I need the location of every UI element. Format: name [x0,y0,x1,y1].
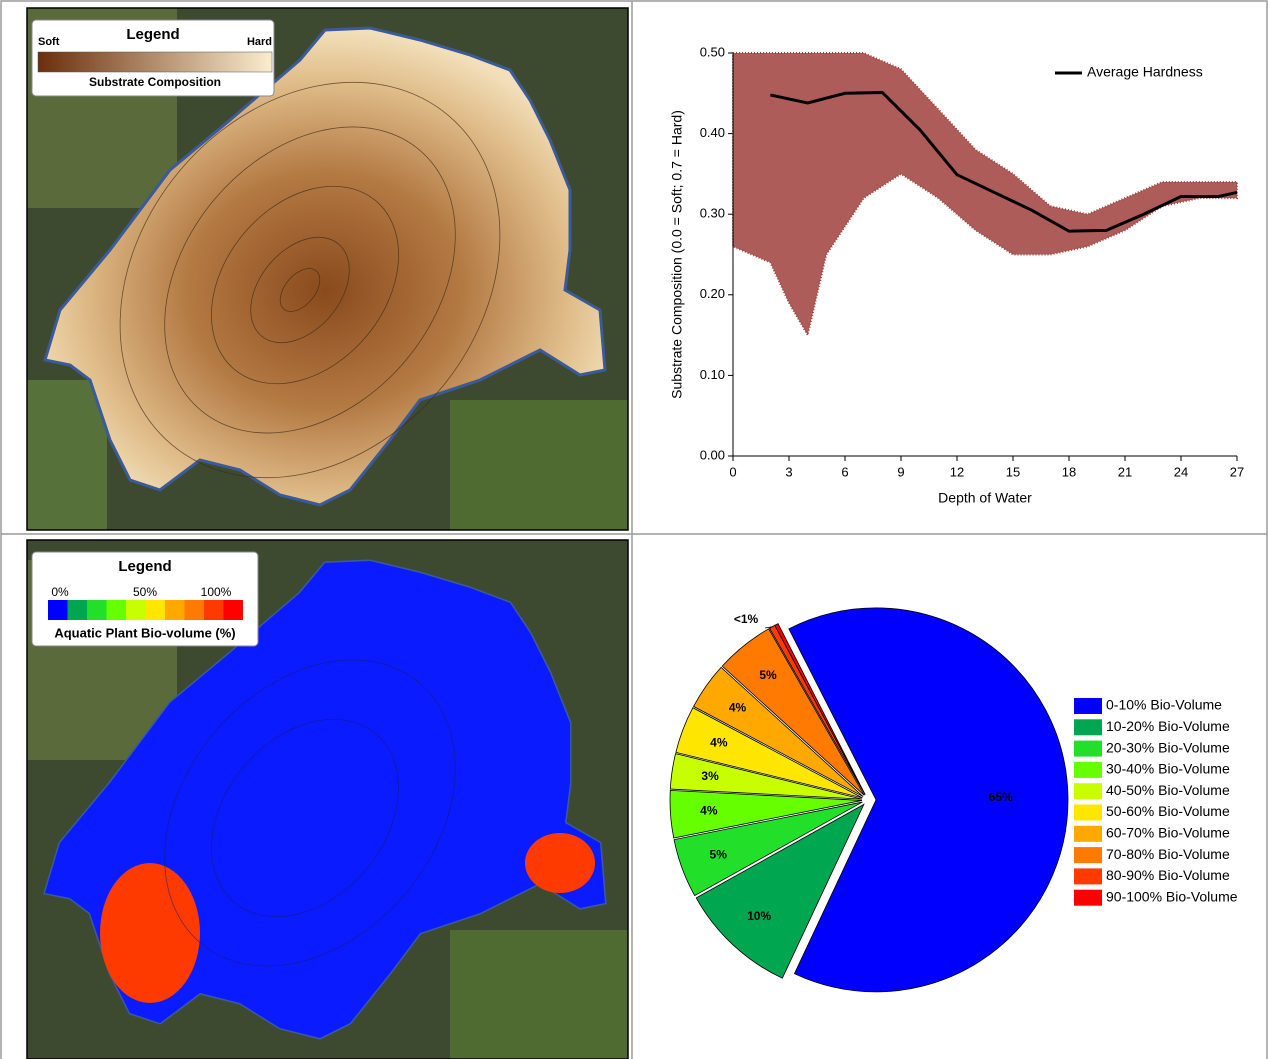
x-tick-label: 24 [1174,464,1188,479]
biovolume-legend: Legend 0% 50% 100% Aquatic Plant Bio-vol… [32,552,258,646]
legend-swatch [1074,698,1102,714]
scale-label: Soft [38,36,60,48]
scale-swatch [185,600,205,620]
legend-label: 0-10% Bio-Volume [1106,697,1222,713]
x-tick-label: 18 [1062,464,1076,479]
legend-swatch [1074,847,1102,863]
legend-swatch [1074,890,1102,906]
y-axis-title: Substrate Composition (0.0 = Soft; 0.7 =… [669,110,685,399]
scatter-cloud [733,53,1237,335]
page: Legend Soft Hard Substrate Composition L… [0,0,1268,1059]
scale-swatch [204,600,224,620]
legend-swatch [1074,783,1102,799]
legend-swatch [1074,826,1102,842]
legend-label: Average Hardness [1087,64,1203,80]
x-tick-label: 9 [897,464,904,479]
scale-label: 0% [51,585,69,599]
scale-label: 100% [201,585,232,599]
data-label: 10% [747,909,771,923]
data-label: 3% [701,769,719,783]
data-label: <1% [734,612,759,626]
scale-swatch [146,600,166,620]
scale-label: 50% [133,585,157,599]
legend-label: 20-30% Bio-Volume [1106,739,1230,755]
x-tick-label: 0 [729,464,736,479]
x-tick-label: 15 [1006,464,1020,479]
x-axis-title: Depth of Water [938,490,1032,506]
x-tick-label: 27 [1230,464,1244,479]
legend-label: 70-80% Bio-Volume [1106,846,1230,862]
legend-swatch [1074,805,1102,821]
legend-swatch [1074,719,1102,735]
legend-title: Legend [126,26,179,43]
legend-label: 40-50% Bio-Volume [1106,782,1230,798]
scale-swatch [107,600,127,620]
data-label: 5% [759,668,777,682]
legend-caption: Substrate Composition [89,75,221,89]
legend-label: 90-100% Bio-Volume [1106,888,1238,904]
legend-title: Legend [118,558,171,575]
y-tick-label: 0.00 [700,447,725,462]
legend-label: 80-90% Bio-Volume [1106,867,1230,883]
legend-label: 30-40% Bio-Volume [1106,761,1230,777]
x-tick-label: 12 [950,464,964,479]
scale-swatch [126,600,146,620]
x-tick-label: 21 [1118,464,1132,479]
charts: 0.00 0.10 0.20 0.30 0.40 0.50 0 3 6 9 12 15 18 21 24 27… [669,44,1245,991]
data-label: 4% [710,735,728,749]
scale-swatch [48,600,68,620]
substrate-legend: Legend Soft Hard Substrate Composition [32,20,274,96]
legend-caption: Aquatic Plant Bio-volume (%) [54,625,235,640]
legend-swatch [1074,762,1102,778]
y-tick-label: 0.30 [700,206,725,221]
data-label: 4% [700,804,718,818]
legend-swatch [1074,741,1102,757]
y-tick-label: 0.20 [700,286,725,301]
x-tick-label: 6 [841,464,848,479]
scale-swatch [87,600,107,620]
data-label: 65% [989,790,1013,804]
scale-swatch [165,600,185,620]
scale-swatch [224,600,244,620]
scale-label: Hard [247,36,272,48]
legend-label: 10-20% Bio-Volume [1106,718,1230,734]
data-label: 4% [729,700,747,714]
y-tick-label: 0.40 [700,125,725,140]
legend-label: 60-70% Bio-Volume [1106,825,1230,841]
data-label: 5% [710,847,728,861]
y-tick-label: 0.10 [700,367,725,382]
x-tick-label: 3 [785,464,792,479]
legend-label: 50-60% Bio-Volume [1106,803,1230,819]
y-tick-label: 0.50 [700,44,725,59]
scale-swatch [68,600,88,620]
legend-swatch [1074,868,1102,884]
